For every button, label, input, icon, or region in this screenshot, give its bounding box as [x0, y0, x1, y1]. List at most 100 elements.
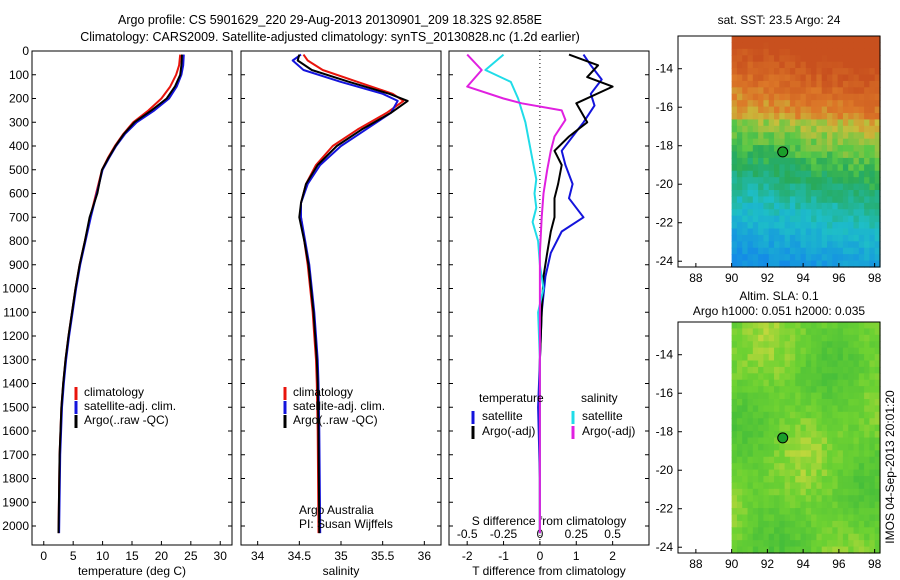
map-cell: [779, 527, 786, 535]
map-cell: [758, 379, 765, 387]
map-cell: [853, 476, 860, 484]
s-diff-tick-label: 0.5: [604, 527, 621, 541]
map-cell: [811, 508, 818, 516]
map-cell: [832, 386, 839, 394]
map-cell: [736, 341, 743, 349]
map-cell: [869, 443, 876, 451]
map-cell: [811, 202, 818, 210]
map-cell: [821, 48, 828, 56]
map-cell: [869, 234, 876, 242]
map-cell: [747, 379, 754, 387]
map-cell: [742, 334, 749, 342]
map-cell: [800, 373, 807, 381]
map-cell: [832, 399, 839, 407]
map-cell: [869, 520, 876, 528]
map-cell: [848, 373, 855, 381]
map-cell: [800, 177, 807, 185]
map-cell: [800, 119, 807, 127]
map-cell: [811, 119, 818, 127]
map-cell: [853, 431, 860, 439]
map-cell: [752, 125, 759, 133]
map-cell: [864, 87, 870, 95]
map-cell: [837, 209, 844, 217]
map-cell: [779, 463, 786, 471]
map-cell: [731, 508, 738, 516]
map-cell: [795, 386, 802, 394]
s-diff-tick-label: 0: [537, 527, 544, 541]
map-cell: [864, 125, 870, 133]
map-cell: [805, 100, 812, 108]
map-cell: [774, 247, 780, 255]
map-cell: [789, 209, 796, 217]
map-cell: [848, 68, 855, 76]
map-cell: [758, 482, 765, 490]
map-cell: [768, 533, 775, 541]
map-cell: [763, 190, 770, 198]
map-cell: [736, 411, 743, 419]
map-cell: [811, 443, 818, 451]
map-cell: [842, 157, 849, 165]
map-cell: [795, 241, 802, 249]
map-cell: [848, 48, 855, 56]
map-cell: [874, 177, 881, 185]
map-cell: [853, 68, 860, 76]
map-cell: [768, 222, 775, 230]
map-cell: [758, 328, 765, 336]
map-cell: [874, 392, 881, 400]
map-cell: [795, 488, 802, 496]
map-cell: [832, 463, 839, 471]
map-cell: [853, 366, 860, 374]
map-cell: [789, 354, 796, 362]
map-cell: [827, 202, 833, 210]
map-cell: [805, 260, 812, 268]
map-cell: [848, 456, 855, 464]
map-cell: [747, 411, 754, 419]
x-tick-label: 20: [155, 549, 169, 563]
map-cell: [774, 132, 780, 140]
map-cell: [816, 405, 823, 413]
map-cell: [853, 373, 860, 381]
map-cell: [874, 119, 881, 127]
map-cell: [811, 373, 818, 381]
map-cell: [821, 254, 828, 262]
map-cell: [842, 488, 849, 496]
map-cell: [869, 488, 876, 496]
y-tick-label: 2000: [2, 519, 29, 533]
map-cell: [821, 164, 828, 172]
map-y-tick-label: -22: [656, 502, 674, 516]
map-cell: [800, 106, 807, 114]
map-cell: [848, 508, 855, 516]
map-cell: [736, 379, 743, 387]
map-cell: [805, 476, 812, 484]
map-cell: [842, 202, 849, 210]
map-cell: [811, 450, 818, 458]
map-cell: [731, 328, 738, 336]
map-cell: [731, 405, 738, 413]
map-cell: [779, 546, 786, 554]
map-cell: [789, 55, 796, 63]
map-cell: [805, 151, 812, 159]
map-cell: [832, 80, 839, 88]
map-cell: [784, 157, 791, 165]
map-x-tick-label: 90: [725, 271, 739, 285]
map-cell: [752, 476, 759, 484]
map-cell: [842, 424, 849, 432]
map-cell: [848, 431, 855, 439]
map-cell: [784, 241, 791, 249]
map-cell: [858, 132, 865, 140]
map-cell: [763, 514, 770, 522]
map-cell: [811, 151, 818, 159]
map-cell: [821, 508, 828, 516]
map-cell: [789, 360, 796, 368]
map-cell: [848, 533, 855, 541]
map-cell: [832, 145, 839, 153]
map-cell: [874, 87, 881, 95]
map-cell: [742, 482, 749, 490]
map-cell: [731, 527, 738, 535]
map-cell: [869, 170, 876, 178]
map-cell: [821, 132, 828, 140]
map-cell: [874, 74, 881, 82]
map-cell: [842, 379, 849, 387]
map-cell: [742, 386, 749, 394]
map-cell: [731, 450, 738, 458]
